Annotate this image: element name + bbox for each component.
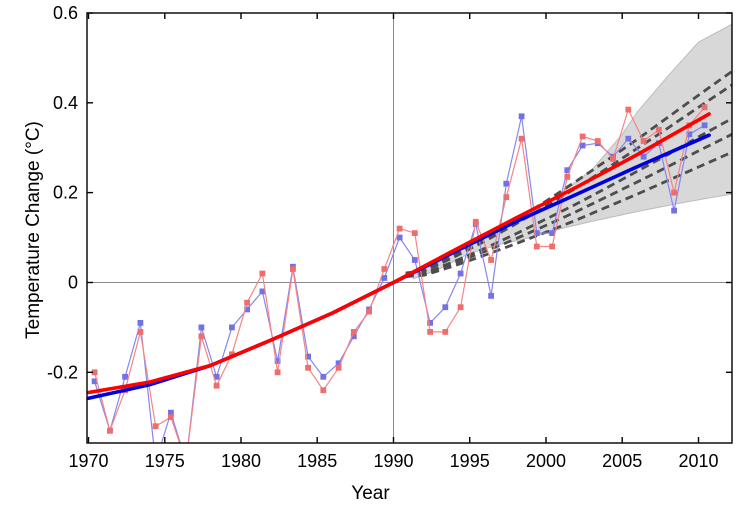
x-tick-label: 1980 [221, 451, 261, 471]
observed-annual-red-marker [305, 364, 312, 371]
observed-annual-red-marker [137, 329, 144, 335]
observed-annual-red-marker [290, 266, 296, 272]
smoothed-trend-red-line [87, 112, 711, 395]
observed-annual-blue-marker [229, 324, 235, 331]
observed-annual-red-marker [274, 369, 281, 376]
x-axis-title: Year [351, 483, 390, 504]
plot-area [87, 13, 732, 443]
y-tick-label: 0.4 [53, 93, 78, 113]
observed-annual-red-marker [549, 243, 556, 250]
x-tick-label: 2000 [526, 451, 566, 471]
observed-annual-red-marker [594, 138, 601, 144]
observed-annual-blue-marker [625, 135, 632, 142]
observed-annual-blue-marker [198, 324, 205, 331]
observed-annual-red-marker [366, 308, 373, 315]
x-tick-label: 1970 [68, 451, 108, 471]
observed-annual-red-marker [503, 194, 510, 200]
smoothed-trend-blue-line [87, 133, 711, 401]
smoothed-trend-red [87, 112, 711, 395]
observed-annual-red-marker [152, 423, 159, 430]
observed-annual-blue-marker [396, 234, 403, 241]
y-tick-label: 0.2 [53, 183, 78, 203]
observed-annual-red-marker [625, 106, 632, 113]
observed-annual-blue-marker [122, 373, 128, 380]
observed-annual-red-marker [655, 126, 662, 133]
observed-annual-blue-marker [305, 353, 312, 360]
observed-annual-red-marker [411, 230, 418, 236]
observed-annual-red [91, 104, 708, 443]
axes-frame: 1970 1975 1980 1985 1990 1995 2000 2005 2010 -0.2… [47, 3, 733, 471]
projection-dashed-line-3 [405, 117, 732, 277]
observed-annual-red-marker [350, 329, 357, 335]
x-tick-label: 1985 [297, 451, 337, 471]
plot-border [86, 12, 733, 444]
observed-annual-blue-marker [427, 320, 434, 326]
observed-annual-blue-marker [381, 275, 388, 281]
x-tick-label: 2010 [678, 451, 718, 471]
observed-annual-red-marker [427, 329, 434, 335]
observed-annual-blue-marker [518, 113, 525, 120]
y-tick-label: -0.2 [47, 362, 78, 382]
observed-annual-blue-marker [259, 288, 266, 295]
observed-annual-blue-marker [442, 304, 449, 311]
observed-annual-red-marker [213, 382, 220, 389]
observed-annual-red-marker [320, 387, 327, 394]
observed-annual-red-marker [488, 257, 495, 263]
observed-annual-blue-marker [671, 207, 678, 214]
observed-annual-red-marker [579, 133, 586, 140]
observed-annual-red-marker [442, 329, 449, 335]
observed-annual-blue-marker [320, 373, 327, 380]
x-tick-label: 1990 [373, 451, 413, 471]
projection-uncertainty-range [412, 23, 732, 280]
observed-annual-red-marker [701, 104, 708, 111]
observed-annual-blue-marker [137, 320, 144, 326]
observed-annual-blue-marker [503, 180, 510, 187]
observed-annual-blue-marker [488, 293, 495, 299]
observed-annual-red-marker [396, 225, 403, 232]
observed-annual-red-marker [335, 364, 342, 371]
y-axis-title: Temperature Change (°C) [23, 121, 44, 339]
observed-annual-red-marker [472, 218, 479, 225]
observed-annual-red-marker [107, 427, 113, 434]
observed-annual-red-marker [244, 299, 250, 306]
observed-annual-blue-marker [640, 153, 647, 160]
y-tick-label: 0.6 [53, 3, 78, 23]
observed-annual-blue-marker [457, 270, 464, 277]
observed-annual-red-marker [518, 135, 525, 142]
observed-annual-blue-marker [701, 122, 708, 129]
projection-dashed-line-4 [405, 133, 732, 278]
observed-annual-red-marker [381, 266, 388, 272]
observed-annual-red-marker [640, 138, 647, 144]
x-tick-label: 1995 [450, 451, 490, 471]
observed-annual-blue-marker [274, 358, 281, 364]
observed-annual-red-marker [457, 304, 464, 311]
observed-annual-red-marker [259, 270, 266, 277]
x-tick-label: 2005 [602, 451, 642, 471]
observed-annual-red-marker [564, 174, 571, 180]
x-tick-label: 1975 [145, 451, 185, 471]
observed-annual-blue-marker [411, 257, 418, 263]
projection-dashed-line-5 [405, 150, 732, 278]
observed-annual-red-marker [671, 189, 678, 196]
observed-annual-red-marker [533, 243, 540, 250]
observed-annual-blue-marker [549, 230, 556, 236]
y-tick-label: 0 [68, 273, 78, 293]
smoothed-trend-blue [87, 133, 711, 401]
observed-annual-red-marker [198, 333, 205, 340]
observed-annual-red-marker [610, 156, 617, 162]
observed-annual-blue-marker [579, 142, 586, 149]
projection-dashed-line-1 [405, 70, 732, 275]
observed-annual-red-marker [168, 414, 174, 421]
